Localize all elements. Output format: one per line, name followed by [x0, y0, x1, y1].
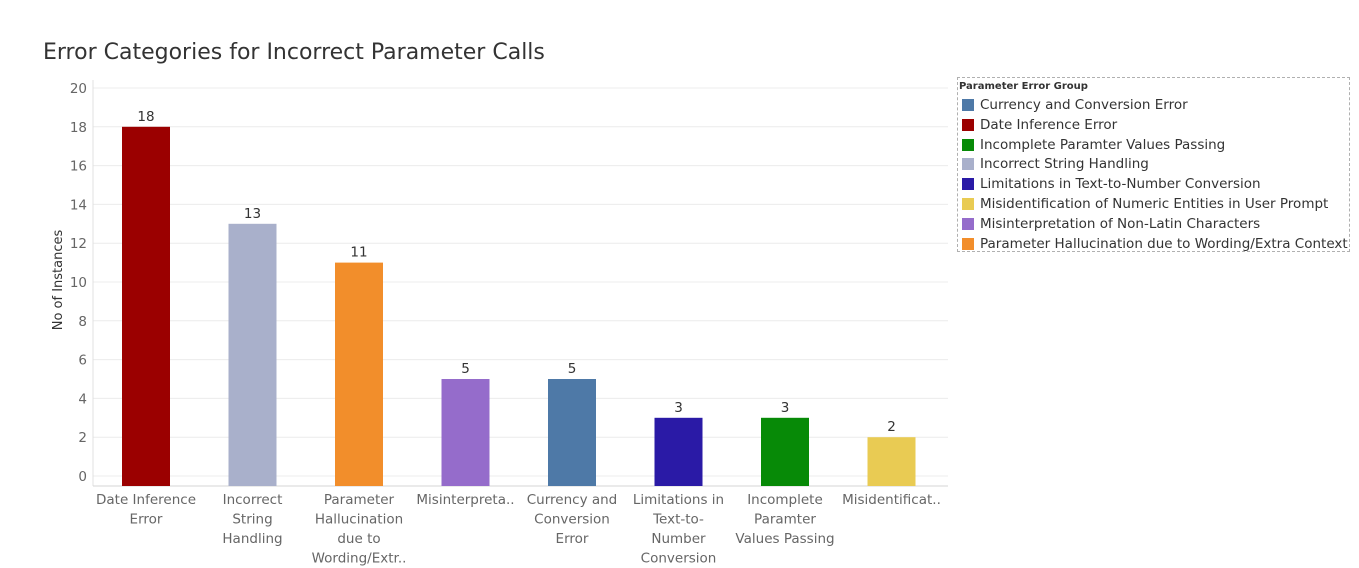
legend-swatch: [962, 178, 974, 191]
chart-title: Error Categories for Incorrect Parameter…: [43, 40, 545, 65]
y-tick-label: 20: [70, 81, 87, 97]
legend-title: Parameter Error Group: [959, 81, 1088, 92]
bar: [228, 223, 277, 487]
y-tick-label: 10: [70, 275, 87, 291]
data-label: 3: [674, 400, 683, 416]
legend-item[interactable]: Incomplete Paramter Values Passing: [962, 136, 1225, 154]
y-tick-label: 14: [70, 197, 87, 213]
y-tick-label: 4: [78, 391, 87, 407]
bar: [335, 262, 383, 486]
legend-label: Parameter Hallucination due to Wording/E…: [980, 235, 1348, 252]
legend-swatch: [962, 99, 974, 111]
x-tick-label: Currency and Conversion Error: [527, 492, 618, 547]
x-tick-label: Incorrect String Handling: [222, 492, 282, 547]
y-tick-label: 18: [70, 120, 87, 136]
data-label: 13: [244, 206, 261, 222]
legend-label: Incorrect String Handling: [980, 156, 1149, 173]
y-axis-label: No of Instances: [51, 230, 66, 331]
y-tick-label: 8: [78, 314, 87, 330]
bar: [654, 417, 703, 486]
bar: [441, 379, 490, 486]
bar-chart: 0 2 4 6 8 10 12 14 16 18 20 No of Instances 18 Date I…: [51, 80, 948, 567]
legend-label: Misidentification of Numeric Entities in…: [980, 196, 1329, 212]
legend-item[interactable]: Date Inference Error: [962, 116, 1117, 134]
legend-swatch: [962, 198, 974, 210]
legend-swatch: [962, 118, 974, 131]
legend-label: Currency and Conversion Error: [980, 97, 1188, 113]
legend-label: Misinterpretation of Non-Latin Character…: [980, 215, 1261, 232]
y-tick-label: 16: [70, 159, 87, 175]
bar: [761, 417, 809, 486]
y-tick-label: 12: [70, 236, 87, 252]
bar: [867, 437, 916, 486]
legend-item[interactable]: Parameter Hallucination due to Wording/E…: [962, 235, 1348, 253]
x-tick-label: Limitations in Text-to-Number Conversion: [633, 492, 724, 567]
x-tick-label: Misinterpreta..: [416, 492, 514, 508]
legend-swatch: [962, 138, 974, 151]
legend-swatch: [962, 217, 974, 230]
bar: [122, 126, 170, 487]
legend-item[interactable]: Incorrect String Handling: [962, 155, 1149, 173]
legend-label: Limitations in Text-to-Number Conversion: [980, 176, 1261, 193]
x-tick-label: Parameter Hallucination due to Wording/Extr…: [312, 492, 407, 567]
legend-item[interactable]: Currency and Conversion Error: [962, 96, 1188, 114]
y-tick-label: 6: [78, 353, 87, 369]
y-tick-label: 2: [78, 430, 87, 446]
y-tick-label: 0: [78, 469, 87, 485]
legend-label: Incomplete Paramter Values Passing: [980, 136, 1226, 153]
x-tick-label: Date Inference Error: [96, 492, 196, 528]
data-label: 3: [781, 400, 790, 416]
legend-label: Date Inference Error: [980, 116, 1118, 133]
data-label: 11: [350, 245, 367, 261]
data-label: 5: [568, 361, 577, 377]
data-label: 5: [461, 361, 470, 377]
bar: [548, 379, 596, 486]
legend-item[interactable]: Misidentification of Numeric Entities in…: [962, 195, 1328, 213]
data-label: 2: [887, 419, 896, 435]
legend-swatch: [962, 158, 974, 171]
legend-item[interactable]: Limitations in Text-to-Number Conversion: [962, 175, 1261, 193]
legend: Parameter Error Group Currency and Conve…: [957, 77, 1350, 252]
x-tick-label: Incomplete Paramter Values Passing: [735, 492, 834, 547]
data-label: 18: [137, 109, 154, 125]
legend-item[interactable]: Misinterpretation of Non-Latin Character…: [962, 215, 1260, 233]
legend-swatch: [962, 237, 974, 250]
x-tick-label: Misidentificat..: [842, 492, 941, 508]
